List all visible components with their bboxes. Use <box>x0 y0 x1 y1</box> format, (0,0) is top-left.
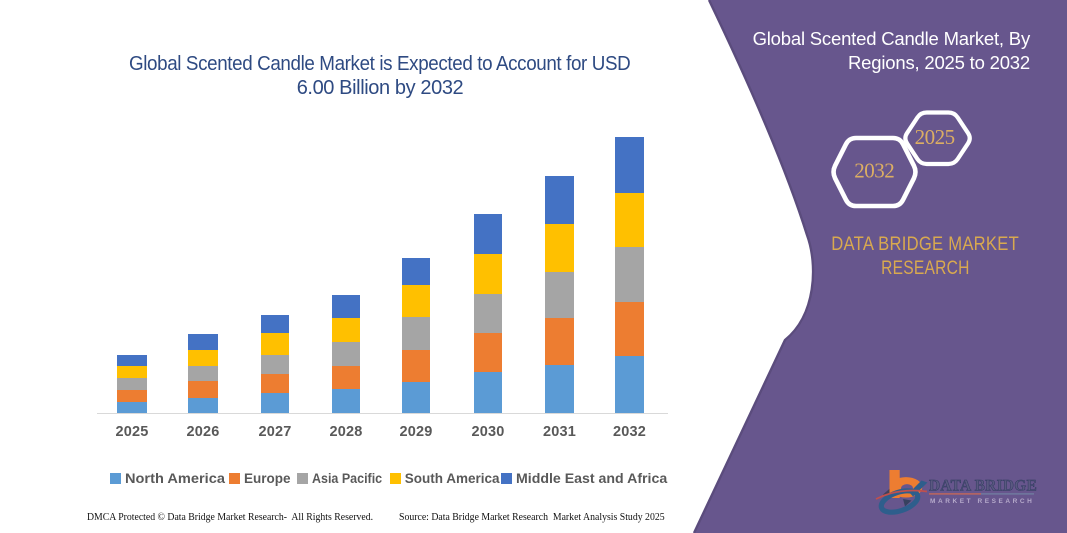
svg-text:DATA BRIDGE: DATA BRIDGE <box>929 478 1037 495</box>
svg-text:2032: 2032 <box>854 159 894 183</box>
svg-text:MARKET RESEARCH: MARKET RESEARCH <box>930 498 1034 505</box>
svg-text:2025: 2025 <box>915 125 955 149</box>
